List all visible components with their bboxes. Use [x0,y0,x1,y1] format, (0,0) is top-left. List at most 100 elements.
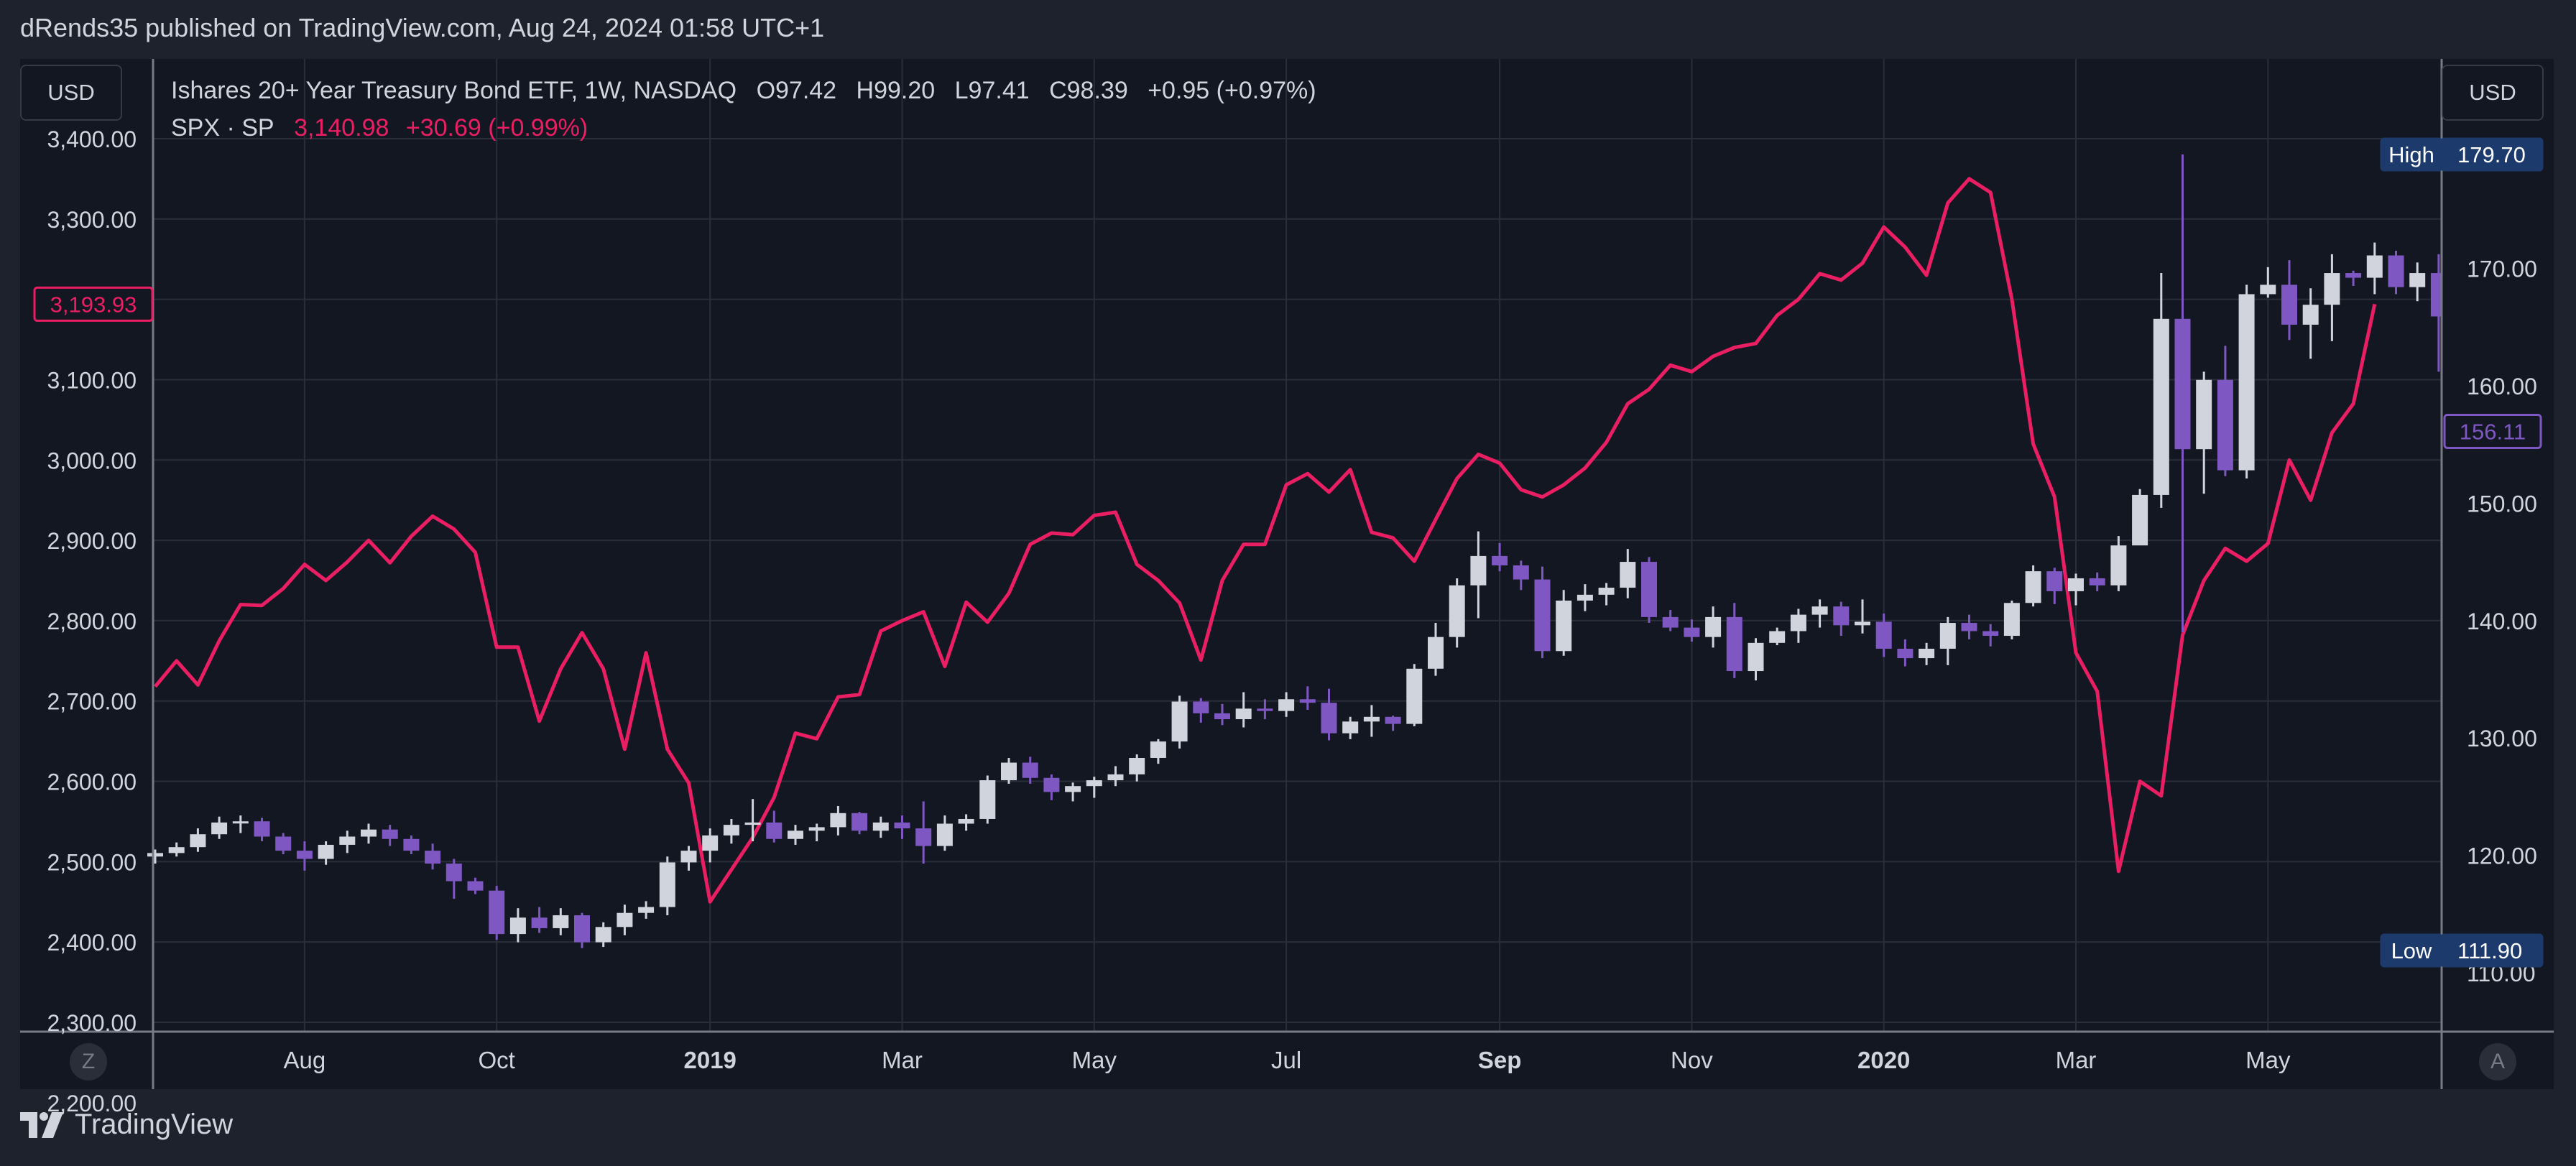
candle-body [1278,699,1295,711]
candle-body [2409,273,2426,287]
left-axis-tick-label: 2,600.00 [47,769,137,795]
candle-body [851,813,868,831]
candle-body [2003,603,2020,637]
candle [1939,616,1956,665]
spx-last-value-label: 3,193.93 [50,292,137,317]
candle [2260,267,2276,298]
left-axis-tick-label: 2,300.00 [47,1010,137,1036]
time-axis-label: Aug [284,1047,326,1073]
candle [339,830,356,853]
candle-body [2046,571,2063,591]
candle [595,922,611,948]
candle [1897,639,1913,667]
candle-body [702,835,719,851]
candle [553,908,569,935]
candle [1428,623,1444,676]
candle [1811,599,1828,628]
candle [232,815,249,833]
high-tag: High [2380,137,2443,172]
candle [1363,705,1380,737]
legend-compare-name[interactable]: SPX · SP [171,114,274,142]
candle [1257,699,1273,720]
candle [425,843,441,870]
candle [1043,774,1060,800]
candle [958,814,974,831]
candle-body [2089,578,2105,586]
candle [1470,531,1487,619]
candle [254,818,270,842]
candle-body [1897,649,1913,659]
candle [2302,288,2319,359]
left-axis-ticks: 3,400.00 3,300.00 3,100.00 3,000.00 2,900.00… [47,126,137,1116]
candle-body [1193,701,1209,713]
candle-body [2260,284,2276,295]
candle-body [1363,716,1380,722]
candle-body [1726,616,1742,672]
candle-body [339,836,356,845]
legend-high: H99.20 [856,77,936,104]
chart-legend: Ishares 20+ Year Treasury Bond ETF, 1W, … [171,72,1329,147]
candle [2174,154,2191,633]
candle-body [2345,273,2362,278]
candle [2409,262,2426,302]
time-axis-label: Mar [882,1047,923,1073]
candle-body [1855,621,1870,626]
candle [936,815,953,851]
candle [1022,756,1038,784]
left-axis-tick-label: 3,400.00 [47,126,137,152]
right-axis-tick-label: 140.00 [2467,609,2537,634]
right-currency-button[interactable]: USD [2442,65,2544,121]
candle [1769,627,1786,646]
candle-body [1470,555,1487,586]
candle-body [1513,565,1529,580]
candle-body [275,836,292,851]
candle [361,823,377,844]
zoom-reset-button[interactable]: Z [70,1043,107,1081]
candle [1748,638,1764,681]
candle-body [1043,777,1060,792]
candle-body [1769,631,1786,643]
time-axis-label: Jul [1271,1047,1301,1073]
candle-body [680,851,697,863]
candle [1171,695,1188,749]
candle-body [446,864,462,882]
candle-body [147,853,163,857]
candle [1214,703,1230,726]
candle-body [808,827,825,831]
candle [1726,603,1742,678]
candle-body [872,822,889,831]
candle-body [830,813,846,828]
candle-body [361,829,377,837]
candle [1598,583,1615,606]
candle-body [531,917,548,928]
left-currency-button[interactable]: USD [20,65,122,121]
candle [1534,566,1551,659]
candle-body [553,915,569,928]
candle [2110,536,2127,591]
candle-body [595,927,611,943]
candle-body [915,828,932,846]
candle [659,856,675,915]
brand-name: TradingView [75,1109,234,1140]
candle [382,825,398,846]
candle [894,815,910,839]
candle [1406,664,1423,726]
candle-body [1001,762,1017,781]
candle [2217,346,2233,476]
time-axis-label: 2020 [1857,1047,1910,1073]
legend-symbol-name[interactable]: Ishares 20+ Year Treasury Bond ETF, 1W, … [171,77,737,104]
candle [446,859,462,899]
candle-body [744,822,761,825]
legend-compare-row: SPX · SP 3,140.98 +30.69 (+0.99%) [171,109,1329,147]
right-axis-tick-label: 150.00 [2467,491,2537,517]
candle-body [1107,774,1124,781]
auto-scale-button[interactable]: A [2479,1043,2516,1081]
candle-body [617,912,633,927]
candle [2068,573,2084,606]
candle [1321,688,1337,741]
candle-body [2068,578,2084,591]
candle-body [2217,379,2233,471]
candle [2345,270,2362,287]
candle-body [425,851,441,864]
